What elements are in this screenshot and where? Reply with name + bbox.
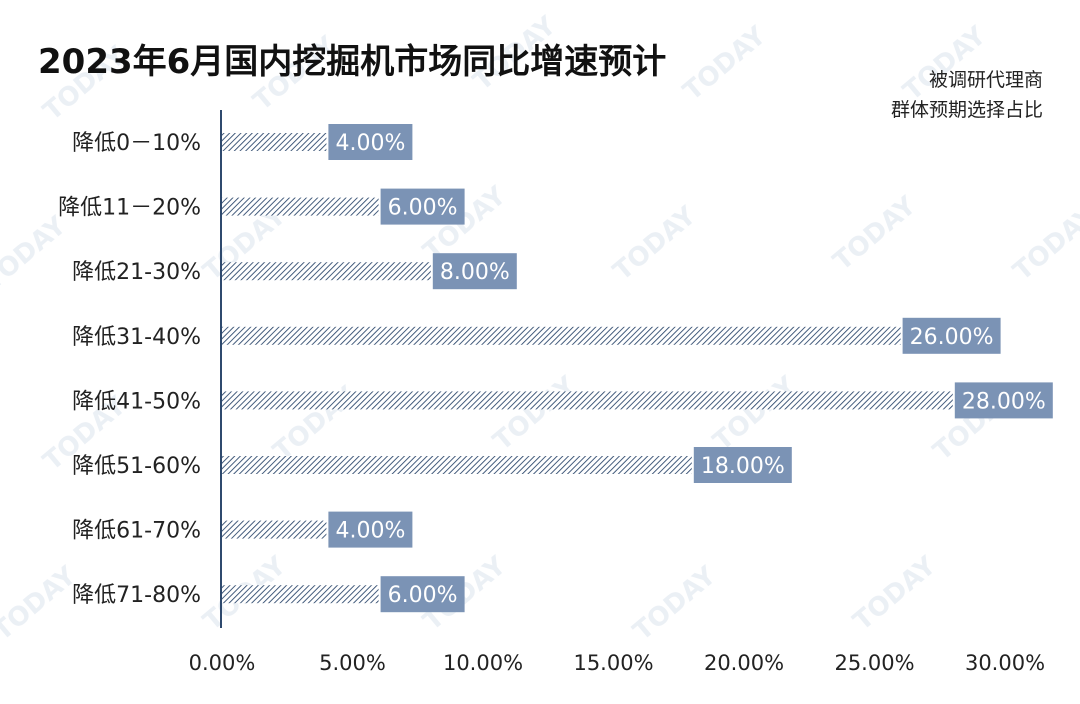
watermark-text: TODAY: [678, 20, 773, 107]
watermark-text: TODAY: [898, 20, 993, 107]
data-label-box: [902, 317, 1001, 354]
bar: [222, 520, 327, 539]
chart-title: 2023年6月国内挖掘机市场同比增速预计: [38, 42, 666, 82]
watermark-text: TODAY: [0, 560, 83, 647]
category-label: 降低71-80%: [72, 583, 201, 608]
bar: [222, 262, 431, 281]
watermark-text: TODAY: [828, 190, 923, 277]
bar: [222, 585, 379, 604]
watermark-text: TODAY: [708, 370, 803, 457]
bar: [222, 391, 953, 410]
category-label: 降低21-30%: [72, 260, 201, 285]
watermark-text: TODAY: [628, 560, 723, 647]
category-label: 降低31-40%: [72, 325, 201, 350]
x-tick-label: 15.00%: [573, 651, 653, 675]
data-label: 8.00%: [440, 260, 510, 285]
watermark-text: TODAY: [1008, 200, 1080, 287]
bar: [222, 326, 901, 345]
data-label: 28.00%: [962, 389, 1046, 414]
category-label: 降低0－10%: [72, 131, 201, 156]
data-label-box: [693, 447, 792, 483]
x-axis-ticks: 0.00% 5.00% 10.00% 15.00% 20.00% 25.00% 30.00%: [189, 651, 1045, 675]
data-label: 4.00%: [335, 131, 405, 156]
x-tick-label: 25.00%: [834, 651, 914, 675]
watermark-text: TODAY: [488, 370, 583, 457]
x-tick-label: 10.00%: [443, 651, 523, 675]
data-label-box: [432, 253, 517, 290]
data-label: 26.00%: [910, 325, 994, 350]
data-label: 6.00%: [388, 196, 458, 221]
data-label: 18.00%: [701, 454, 785, 479]
watermark-text: TODAY: [0, 210, 73, 297]
chart-subtitle-line-2: 群体预期选择占比: [891, 99, 1043, 121]
x-tick-label: 30.00%: [965, 651, 1045, 675]
bar: [222, 197, 379, 216]
category-label: 降低61-70%: [72, 519, 201, 544]
chart-subtitle-line-1: 被调研代理商: [929, 69, 1043, 91]
watermark-text: TODAY: [848, 550, 943, 637]
watermark-text: TODAY: [608, 200, 703, 287]
category-label: 降低11－20%: [58, 196, 201, 221]
category-label: 降低41-50%: [72, 389, 201, 414]
bar: [222, 133, 327, 151]
data-label: 6.00%: [388, 583, 458, 608]
data-label: 4.00%: [335, 519, 405, 544]
data-label-box: [380, 576, 465, 613]
bars: 降低0－10% 4.00% 降低11－20% 6.00% 降低21-30% 8.00% 降低…: [58, 124, 1053, 613]
x-tick-label: 5.00%: [319, 651, 386, 675]
data-label-box: [328, 511, 413, 548]
x-tick-label: 0.00%: [189, 651, 256, 675]
bar: [222, 456, 692, 474]
category-label: 降低51-60%: [72, 454, 201, 479]
data-label-box: [954, 382, 1053, 419]
data-label-box: [380, 188, 465, 225]
data-label-box: [328, 124, 413, 160]
x-tick-label: 20.00%: [704, 651, 784, 675]
